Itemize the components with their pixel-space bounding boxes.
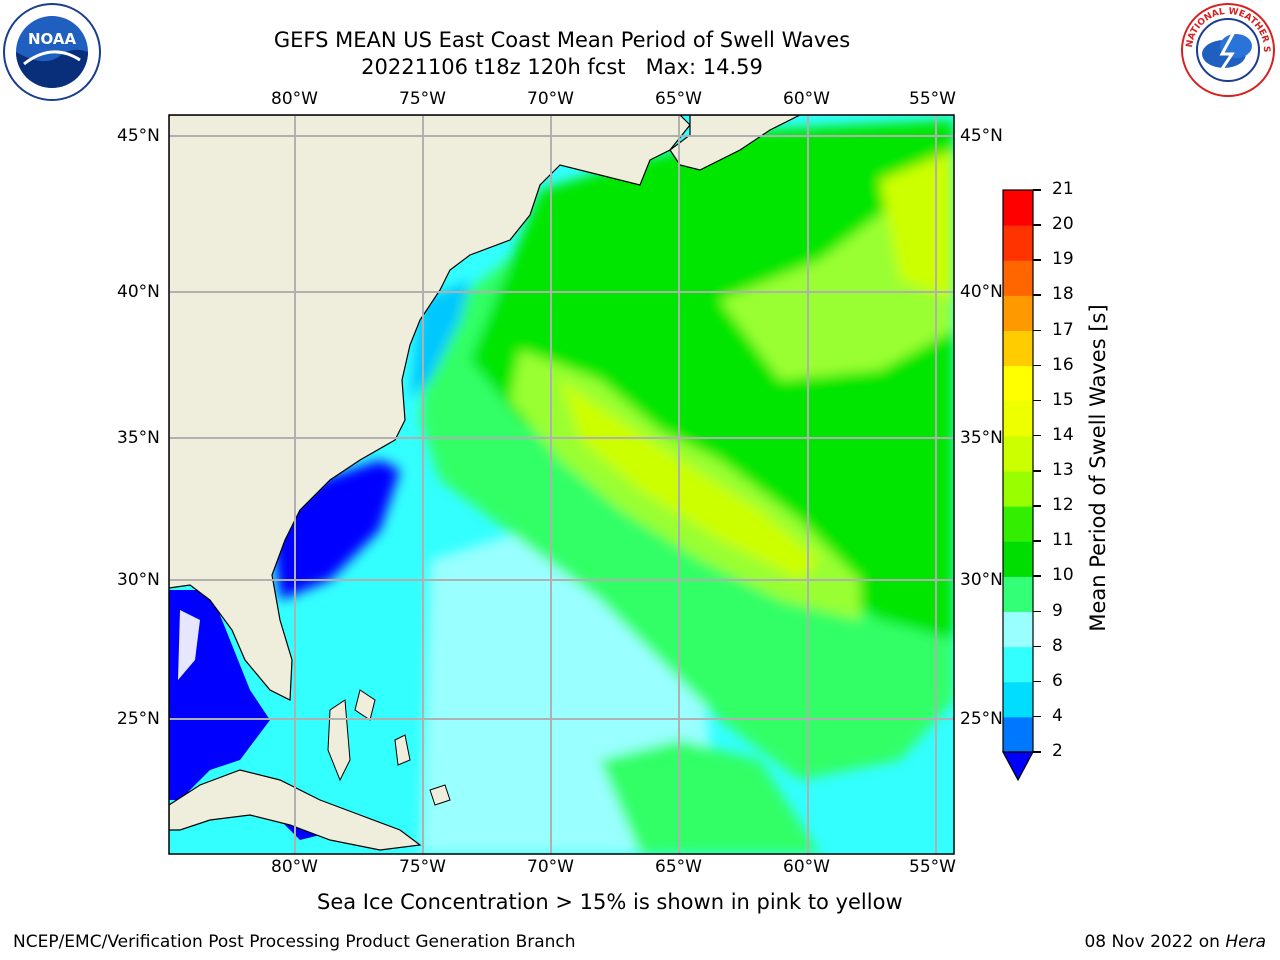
footer-date-text: 08 Nov 2022 on — [1084, 932, 1226, 952]
colorbar-segment — [1003, 435, 1033, 472]
noaa-logo: NOAA — [3, 3, 101, 101]
colorbar-segment — [1003, 295, 1033, 331]
footer-date: 08 Nov 2022 on Hera — [1084, 932, 1266, 952]
colorbar-tick-label: 17 — [1052, 319, 1074, 340]
lon-label-top-60w: 60°W — [783, 89, 830, 109]
colorbar-segment — [1003, 541, 1033, 577]
colorbar-tick-mark — [1033, 715, 1041, 718]
colorbar-tick-label: 9 — [1052, 600, 1063, 621]
colorbar-tick-mark — [1033, 505, 1041, 507]
colorbar-tick-label: 11 — [1052, 530, 1074, 551]
colorbar-tick-mark — [1033, 575, 1041, 577]
colorbar-tick-mark — [1033, 470, 1041, 472]
lon-label-top-80w: 80°W — [271, 89, 318, 109]
noaa-logo-text: NOAA — [28, 30, 77, 48]
colorbar-tick-mark — [1033, 224, 1041, 226]
lon-label-top-70w: 70°W — [527, 89, 574, 109]
colorbar-under-arrow — [1001, 751, 1035, 782]
lat-label-right-35n: 35°N — [960, 428, 1003, 448]
colorbar-tick-label: 4 — [1052, 705, 1063, 726]
colorbar-tick-mark — [1033, 680, 1041, 683]
lat-label-right-45n: 45°N — [960, 126, 1003, 146]
colorbar-segment — [1003, 716, 1033, 753]
colorbar-tick-mark — [1033, 434, 1041, 437]
colorbar-segment — [1003, 506, 1033, 542]
colorbar-segment — [1003, 225, 1033, 261]
chart-title: GEFS MEAN US East Coast Mean Period of S… — [273, 28, 851, 52]
colorbar-tick-mark — [1033, 364, 1041, 367]
colorbar — [1001, 189, 1035, 782]
map-frame — [168, 114, 955, 855]
lon-label-top-75w: 75°W — [399, 89, 446, 109]
colorbar-tick-label: 20 — [1052, 214, 1074, 235]
sea-ice-caption: Sea Ice Concentration > 15% is shown in … — [317, 890, 903, 914]
lon-label-bottom-55w: 55°W — [909, 857, 956, 877]
colorbar-tick-label: 10 — [1052, 565, 1074, 586]
colorbar-tick-mark — [1033, 540, 1041, 542]
colorbar-tick-mark — [1033, 189, 1041, 191]
colorbar-segment — [1003, 471, 1033, 507]
colorbar-segment — [1003, 681, 1033, 718]
graticule — [169, 115, 954, 854]
colorbar-segment — [1003, 260, 1033, 296]
colorbar-segment — [1003, 400, 1033, 437]
colorbar-tick-label: 16 — [1052, 354, 1074, 375]
lat-label-right-30n: 30°N — [960, 570, 1003, 590]
lon-label-bottom-70w: 70°W — [527, 857, 574, 877]
colorbar-tick-label: 19 — [1052, 249, 1074, 270]
colorbar-tick-label: 6 — [1052, 670, 1063, 691]
lat-label-left-35n: 35°N — [117, 428, 160, 448]
lon-label-bottom-65w: 65°W — [655, 857, 702, 877]
lon-label-bottom-75w: 75°W — [399, 857, 446, 877]
lon-label-top-55w: 55°W — [909, 89, 956, 109]
lat-label-left-30n: 30°N — [117, 570, 160, 590]
lat-label-left-40n: 40°N — [117, 282, 160, 302]
colorbar-tick-mark — [1033, 610, 1041, 612]
colorbar-segment — [1003, 365, 1033, 402]
land-nova-scotia — [669, 115, 801, 171]
colorbar-segment — [1003, 330, 1033, 367]
chart-subtitle: 20221106 t18z 120h fcst Max: 14.59 — [361, 55, 763, 79]
colorbar-tick-mark — [1033, 294, 1041, 296]
colorbar-tick-label: 18 — [1052, 284, 1074, 305]
lon-label-bottom-80w: 80°W — [271, 857, 318, 877]
colorbar-segment — [1003, 190, 1033, 226]
colorbar-tick-label: 12 — [1052, 495, 1074, 516]
colorbar-label: Mean Period of Swell Waves [s] — [1086, 304, 1110, 632]
colorbar-tick-mark — [1033, 259, 1041, 261]
footer-host: Hera — [1225, 932, 1266, 952]
colorbar-tick-label: 13 — [1052, 460, 1074, 480]
colorbar-segment — [1003, 611, 1033, 648]
map-fill-layer — [169, 115, 954, 854]
colorbar-tick-label: 2 — [1052, 741, 1063, 761]
lat-label-left-45n: 45°N — [117, 126, 160, 146]
colorbar-tick-mark — [1033, 645, 1041, 648]
lon-label-bottom-60w: 60°W — [783, 857, 830, 877]
colorbar-segment — [1003, 576, 1033, 612]
colorbar-tick-label: 14 — [1052, 424, 1074, 445]
lat-label-left-25n: 25°N — [117, 709, 160, 729]
nws-logo: NATIONAL WEATHER SERVICE — [1180, 2, 1275, 97]
lat-label-right-40n: 40°N — [960, 282, 1003, 302]
colorbar-segment — [1003, 646, 1033, 683]
footer-credit: NCEP/EMC/Verification Post Processing Pr… — [13, 932, 576, 952]
lon-label-top-65w: 65°W — [655, 89, 702, 109]
colorbar-segments — [1003, 190, 1033, 753]
land-us — [169, 115, 691, 701]
colorbar-tick-mark — [1033, 329, 1041, 331]
colorbar-tick-mark — [1033, 399, 1041, 402]
colorbar-tick-mark — [1033, 751, 1041, 753]
colorbar-tick-label: 8 — [1052, 635, 1063, 656]
colorbar-tick-label: 21 — [1052, 179, 1074, 199]
lat-label-right-25n: 25°N — [960, 709, 1003, 729]
colorbar-tick-label: 15 — [1052, 389, 1074, 410]
